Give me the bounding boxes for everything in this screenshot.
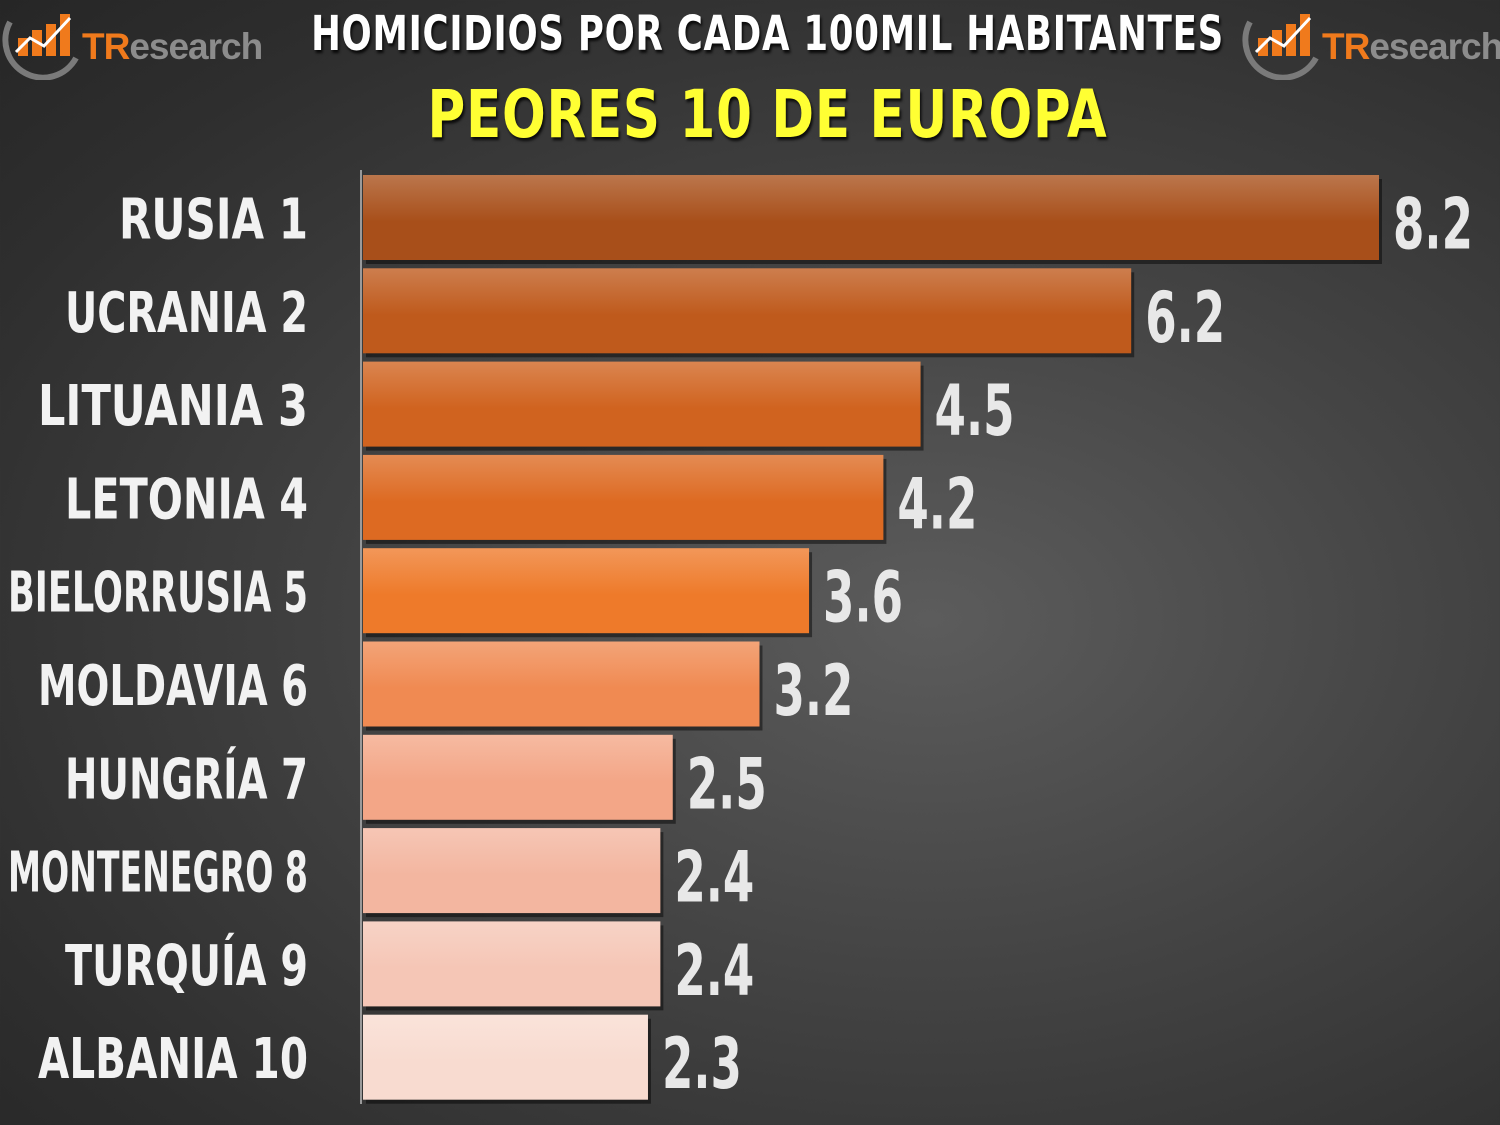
bar (363, 641, 760, 727)
category-label: MOLDAVIA 6 (38, 654, 308, 719)
chart-logo-icon (1242, 14, 1319, 80)
bar (363, 175, 1379, 260)
logo-left-rest: esearch (129, 26, 263, 67)
logo-right: TResearch (1240, 4, 1500, 80)
category-label: LETONIA 4 (65, 467, 308, 532)
category-label: RUSIA 1 (119, 188, 308, 253)
chart-title: HOMICIDIOS POR CADA 100MIL HABITANTES (311, 6, 1224, 62)
value-label: 6.2 (1145, 277, 1225, 359)
chart-logo-icon (2, 14, 79, 80)
value-label: 2.4 (674, 837, 754, 919)
logo-right-accent: TR (1322, 26, 1370, 67)
category-label: BIELORRUSIA 5 (8, 561, 308, 626)
value-label: 2.4 (674, 930, 754, 1012)
bar (363, 548, 810, 634)
bar (363, 268, 1132, 354)
value-label: 4.2 (897, 463, 977, 545)
value-label: 3.2 (773, 650, 853, 732)
bar (363, 828, 661, 914)
category-label: ALBANIA 10 (38, 1027, 308, 1092)
category-labels-group: RUSIA 1 UCRANIA 2 LITUANIA 3 LETONIA 4 BIELO… (8, 188, 308, 1093)
logo-right-rest: esearch (1369, 26, 1500, 67)
logo-left-text: TResearch (82, 26, 263, 68)
chart-subtitle: PEORES 10 DE EUROPA (427, 76, 1108, 153)
bar (363, 1014, 648, 1100)
logo-left-accent: TR (82, 26, 130, 67)
category-label: MONTENEGRO 8 (8, 841, 308, 906)
bar (363, 734, 673, 820)
logo-left: TResearch (0, 4, 265, 80)
value-label: 4.5 (935, 370, 1015, 452)
value-label: 2.3 (662, 1023, 742, 1105)
category-label: LITUANIA 3 (38, 374, 308, 439)
logo-right-text: TResearch (1322, 26, 1500, 68)
value-labels-group: 8.2 6.2 4.5 4.2 3.6 3.22.5 2.4 2.4 2.3 (662, 184, 1473, 1106)
bar (363, 361, 921, 447)
value-label: 2.5 (687, 743, 767, 825)
bar (363, 454, 884, 540)
category-label: UCRANIA 2 (65, 281, 308, 346)
value-label: 8.2 (1393, 184, 1473, 266)
category-label: HUNGRÍA 7 (65, 746, 308, 812)
bars-group (363, 175, 1382, 1104)
bar (363, 921, 661, 1007)
category-label: TURQUÍA 9 (65, 933, 308, 999)
value-label: 3.6 (823, 557, 903, 639)
